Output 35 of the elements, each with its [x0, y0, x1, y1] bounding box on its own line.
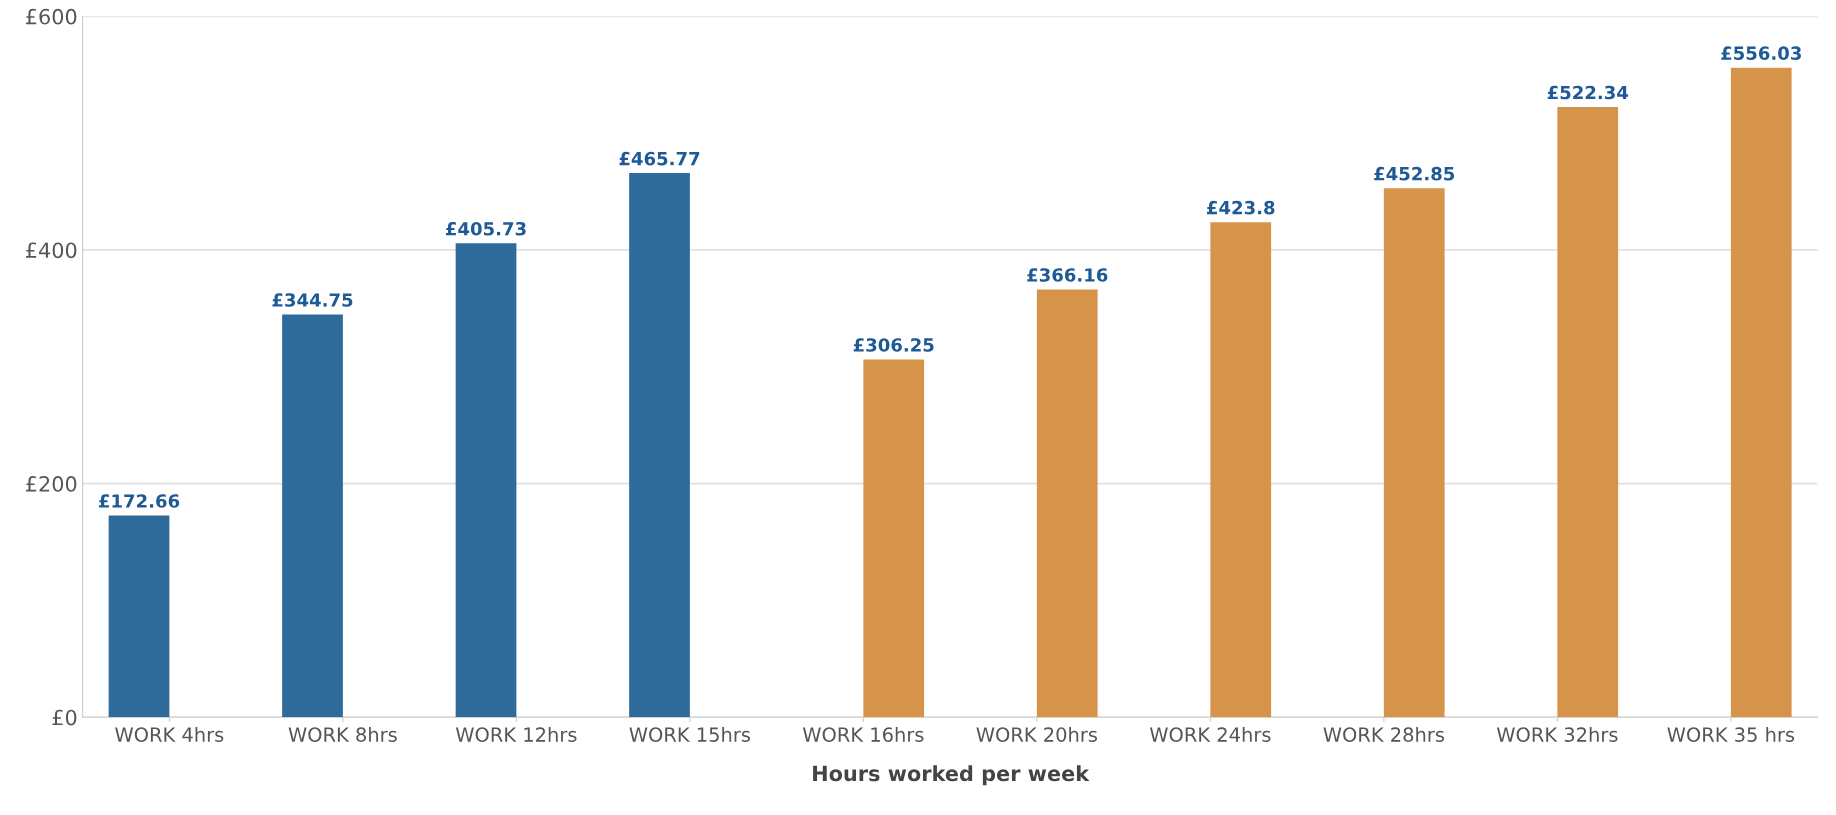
data-label: £423.8	[1207, 200, 1275, 215]
bar	[1730, 67, 1792, 718]
bar	[1383, 188, 1445, 718]
data-label: £366.16	[1027, 268, 1108, 282]
bar	[863, 359, 925, 718]
x-tick-label: WORK 12hrs	[455, 726, 577, 742]
data-label: £172.66	[98, 494, 180, 508]
y-tick-label: £0	[52, 709, 77, 726]
y-tick-label: £600	[26, 8, 77, 25]
bar	[455, 243, 517, 718]
x-tick-label: WORK 15hrs	[629, 726, 751, 742]
x-tick-label: WORK 28hrs	[1323, 726, 1445, 742]
y-tick-label: £200	[26, 476, 77, 492]
bar	[1036, 289, 1098, 718]
bar	[108, 515, 170, 718]
x-axis-title: Hours worked per week	[813, 765, 1090, 786]
data-label: £306.25	[853, 338, 934, 352]
data-label: £522.34	[1547, 85, 1629, 100]
x-tick-label: WORK 32hrs	[1496, 726, 1618, 742]
x-tick-label: WORK 8hrs	[288, 726, 397, 742]
x-tick-label: WORK 35 hrs	[1667, 726, 1795, 742]
x-tick-label: WORK 24hrs	[1149, 726, 1271, 742]
bar	[282, 314, 343, 718]
data-label: £344.75	[272, 293, 353, 307]
bar	[629, 173, 690, 718]
data-label: £452.85	[1374, 166, 1455, 181]
x-tick-label: WORK 20hrs	[976, 726, 1098, 742]
y-tick-label: £400	[26, 242, 77, 259]
x-tick-label: WORK 4hrs	[115, 726, 224, 742]
bar	[1557, 107, 1619, 718]
data-label: £556.03	[1721, 46, 1801, 60]
bar	[1210, 222, 1272, 718]
data-label: £465.77	[619, 151, 700, 166]
x-tick-label: WORK 16hrs	[802, 726, 924, 742]
data-label: £405.73	[446, 221, 526, 236]
